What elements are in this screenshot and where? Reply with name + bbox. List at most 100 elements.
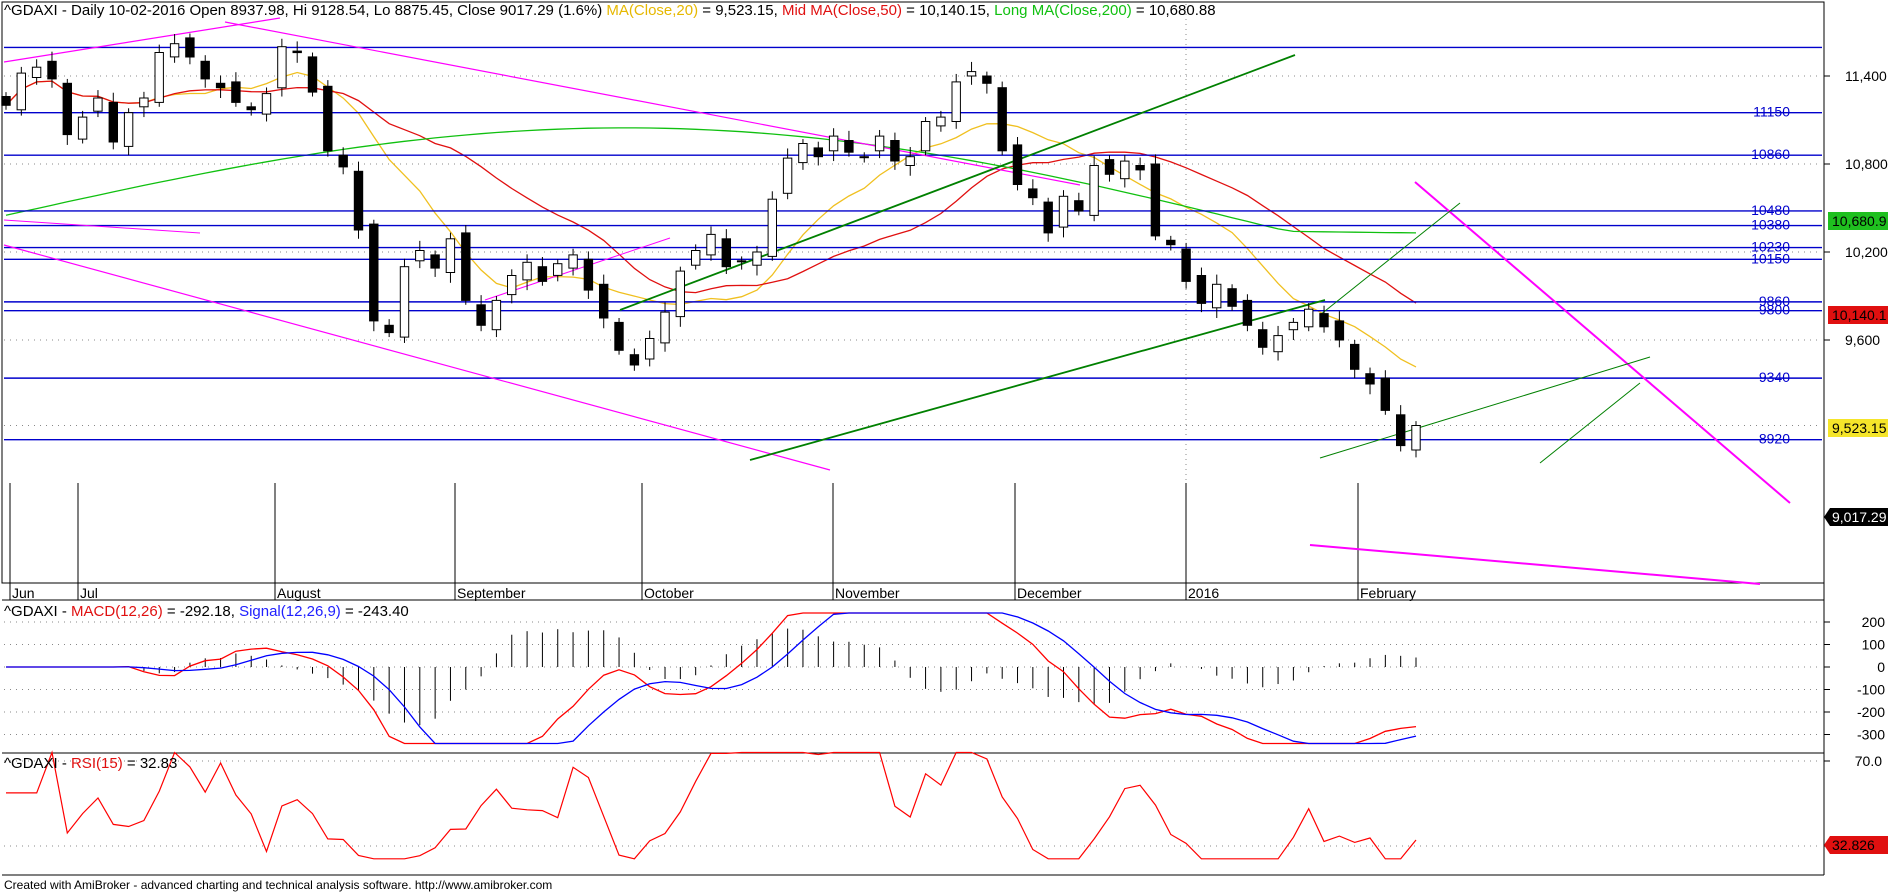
- candle-body: [599, 283, 609, 319]
- candle-body: [231, 81, 241, 103]
- month-label: November: [835, 585, 900, 601]
- trend-line: [1309, 544, 1761, 585]
- candle-body: [399, 266, 410, 338]
- ma50-last-tag: 10,140.1: [1828, 306, 1888, 324]
- footer-credit: Created with AmiBroker - advanced charti…: [4, 878, 552, 892]
- candle-body: [77, 116, 88, 140]
- level-label: 10480: [1751, 202, 1790, 218]
- candle-body: [476, 304, 486, 326]
- candle-body: [461, 232, 471, 301]
- svg-text:10,680.9: 10,680.9: [1832, 213, 1887, 229]
- candle-body: [767, 198, 777, 257]
- candle-body: [16, 72, 26, 111]
- candle-body: [874, 135, 885, 152]
- support-resistance-lines: [4, 46, 1822, 441]
- candle-body: [629, 354, 640, 366]
- candle-body: [1365, 373, 1375, 385]
- candle-body: [645, 338, 655, 360]
- trend-line: [1319, 202, 1461, 316]
- candle-body: [614, 321, 624, 351]
- macd-tick-label: 200: [1862, 614, 1886, 630]
- candle-body: [936, 116, 946, 127]
- candle-body: [828, 135, 839, 152]
- candle-body: [583, 258, 594, 291]
- level-label: 9800: [1759, 302, 1790, 318]
- price-axis: 11,400 10,800 10,200 9,600: [1824, 68, 1888, 348]
- level-label: 10150: [1751, 250, 1790, 266]
- month-label: Jul: [80, 585, 98, 601]
- candle-body: [123, 112, 134, 147]
- candle-body: [1181, 248, 1191, 282]
- candle-body: [522, 261, 532, 281]
- candle-body: [31, 66, 42, 78]
- rsi-line: [6, 750, 1417, 860]
- candle-body: [1258, 329, 1268, 348]
- month-label: February: [1360, 585, 1416, 601]
- candle-body: [660, 311, 670, 344]
- price-tick-label: 10,800: [1845, 156, 1888, 172]
- candle-body: [507, 275, 517, 296]
- candle-body: [1319, 313, 1329, 328]
- candle-body: [966, 71, 977, 77]
- price-title: ^GDAXI - Daily 10-02-2016 Open 8937.98, …: [4, 2, 1216, 19]
- candle-body: [185, 37, 195, 58]
- svg-text:9,523.15: 9,523.15: [1832, 420, 1887, 436]
- level-label: 10230: [1751, 239, 1790, 255]
- candle-body: [982, 75, 992, 84]
- price-candles: [1, 33, 1421, 458]
- candle-body: [798, 143, 808, 164]
- candle-body: [1380, 377, 1390, 411]
- candle-body: [1242, 299, 1253, 326]
- candle-body: [1104, 159, 1115, 175]
- price-tick-label: 11,400: [1845, 68, 1887, 84]
- candle-body: [323, 85, 333, 152]
- candle-body: [415, 250, 425, 262]
- candle-body: [1227, 288, 1237, 307]
- candle-body: [1304, 308, 1314, 328]
- candle-body: [1212, 283, 1222, 309]
- month-axis: Jun Jul August September October November Dece…: [12, 585, 1416, 601]
- candle-body: [445, 238, 456, 274]
- ma20-last-tag: 9,523.15: [1828, 419, 1888, 437]
- month-label: 2016: [1188, 585, 1219, 601]
- candle-body: [1334, 320, 1345, 341]
- candle-body: [1166, 239, 1176, 246]
- candle-body: [307, 56, 318, 93]
- candle-body: [706, 233, 716, 256]
- trend-line: [224, 21, 1081, 186]
- close-last-tag: 9,017.29: [1824, 508, 1888, 526]
- price-tick-label: 9,600: [1845, 332, 1880, 348]
- rsi-last-tag: 32.826: [1824, 836, 1888, 854]
- macd-axis: 200 100 0 -100 -200 -300: [1824, 614, 1885, 743]
- ma200-last-tag: 10,680.9: [1828, 212, 1888, 230]
- macd-tick-label: -200: [1857, 704, 1885, 720]
- candle-body: [553, 263, 563, 276]
- month-label: September: [457, 585, 526, 601]
- trend-line: [3, 219, 201, 234]
- moving-averages: [5, 71, 1417, 368]
- candle-body: [1, 96, 11, 106]
- candle-body: [93, 97, 103, 112]
- candle-body: [62, 82, 72, 136]
- signal-line: [6, 612, 1417, 745]
- candle-body: [108, 101, 118, 143]
- level-label: 9860: [1759, 293, 1790, 309]
- candle-body: [537, 266, 548, 282]
- candle-body: [997, 87, 1007, 152]
- candle-body: [691, 250, 701, 266]
- candle-body: [154, 52, 164, 103]
- ma50-line: [5, 80, 1417, 304]
- level-label: 10380: [1751, 217, 1790, 233]
- month-label: December: [1017, 585, 1082, 601]
- macd-panel: [4, 612, 1822, 745]
- candle-body: [736, 260, 747, 263]
- candle-body: [1074, 200, 1084, 212]
- macd-line: [6, 612, 1417, 745]
- candle-body: [139, 97, 149, 108]
- candle-body: [1058, 195, 1069, 228]
- candle-body: [721, 238, 731, 268]
- level-label: 9340: [1759, 369, 1790, 385]
- candle-body: [782, 157, 793, 194]
- candle-body: [261, 93, 272, 115]
- candle-body: [353, 170, 364, 231]
